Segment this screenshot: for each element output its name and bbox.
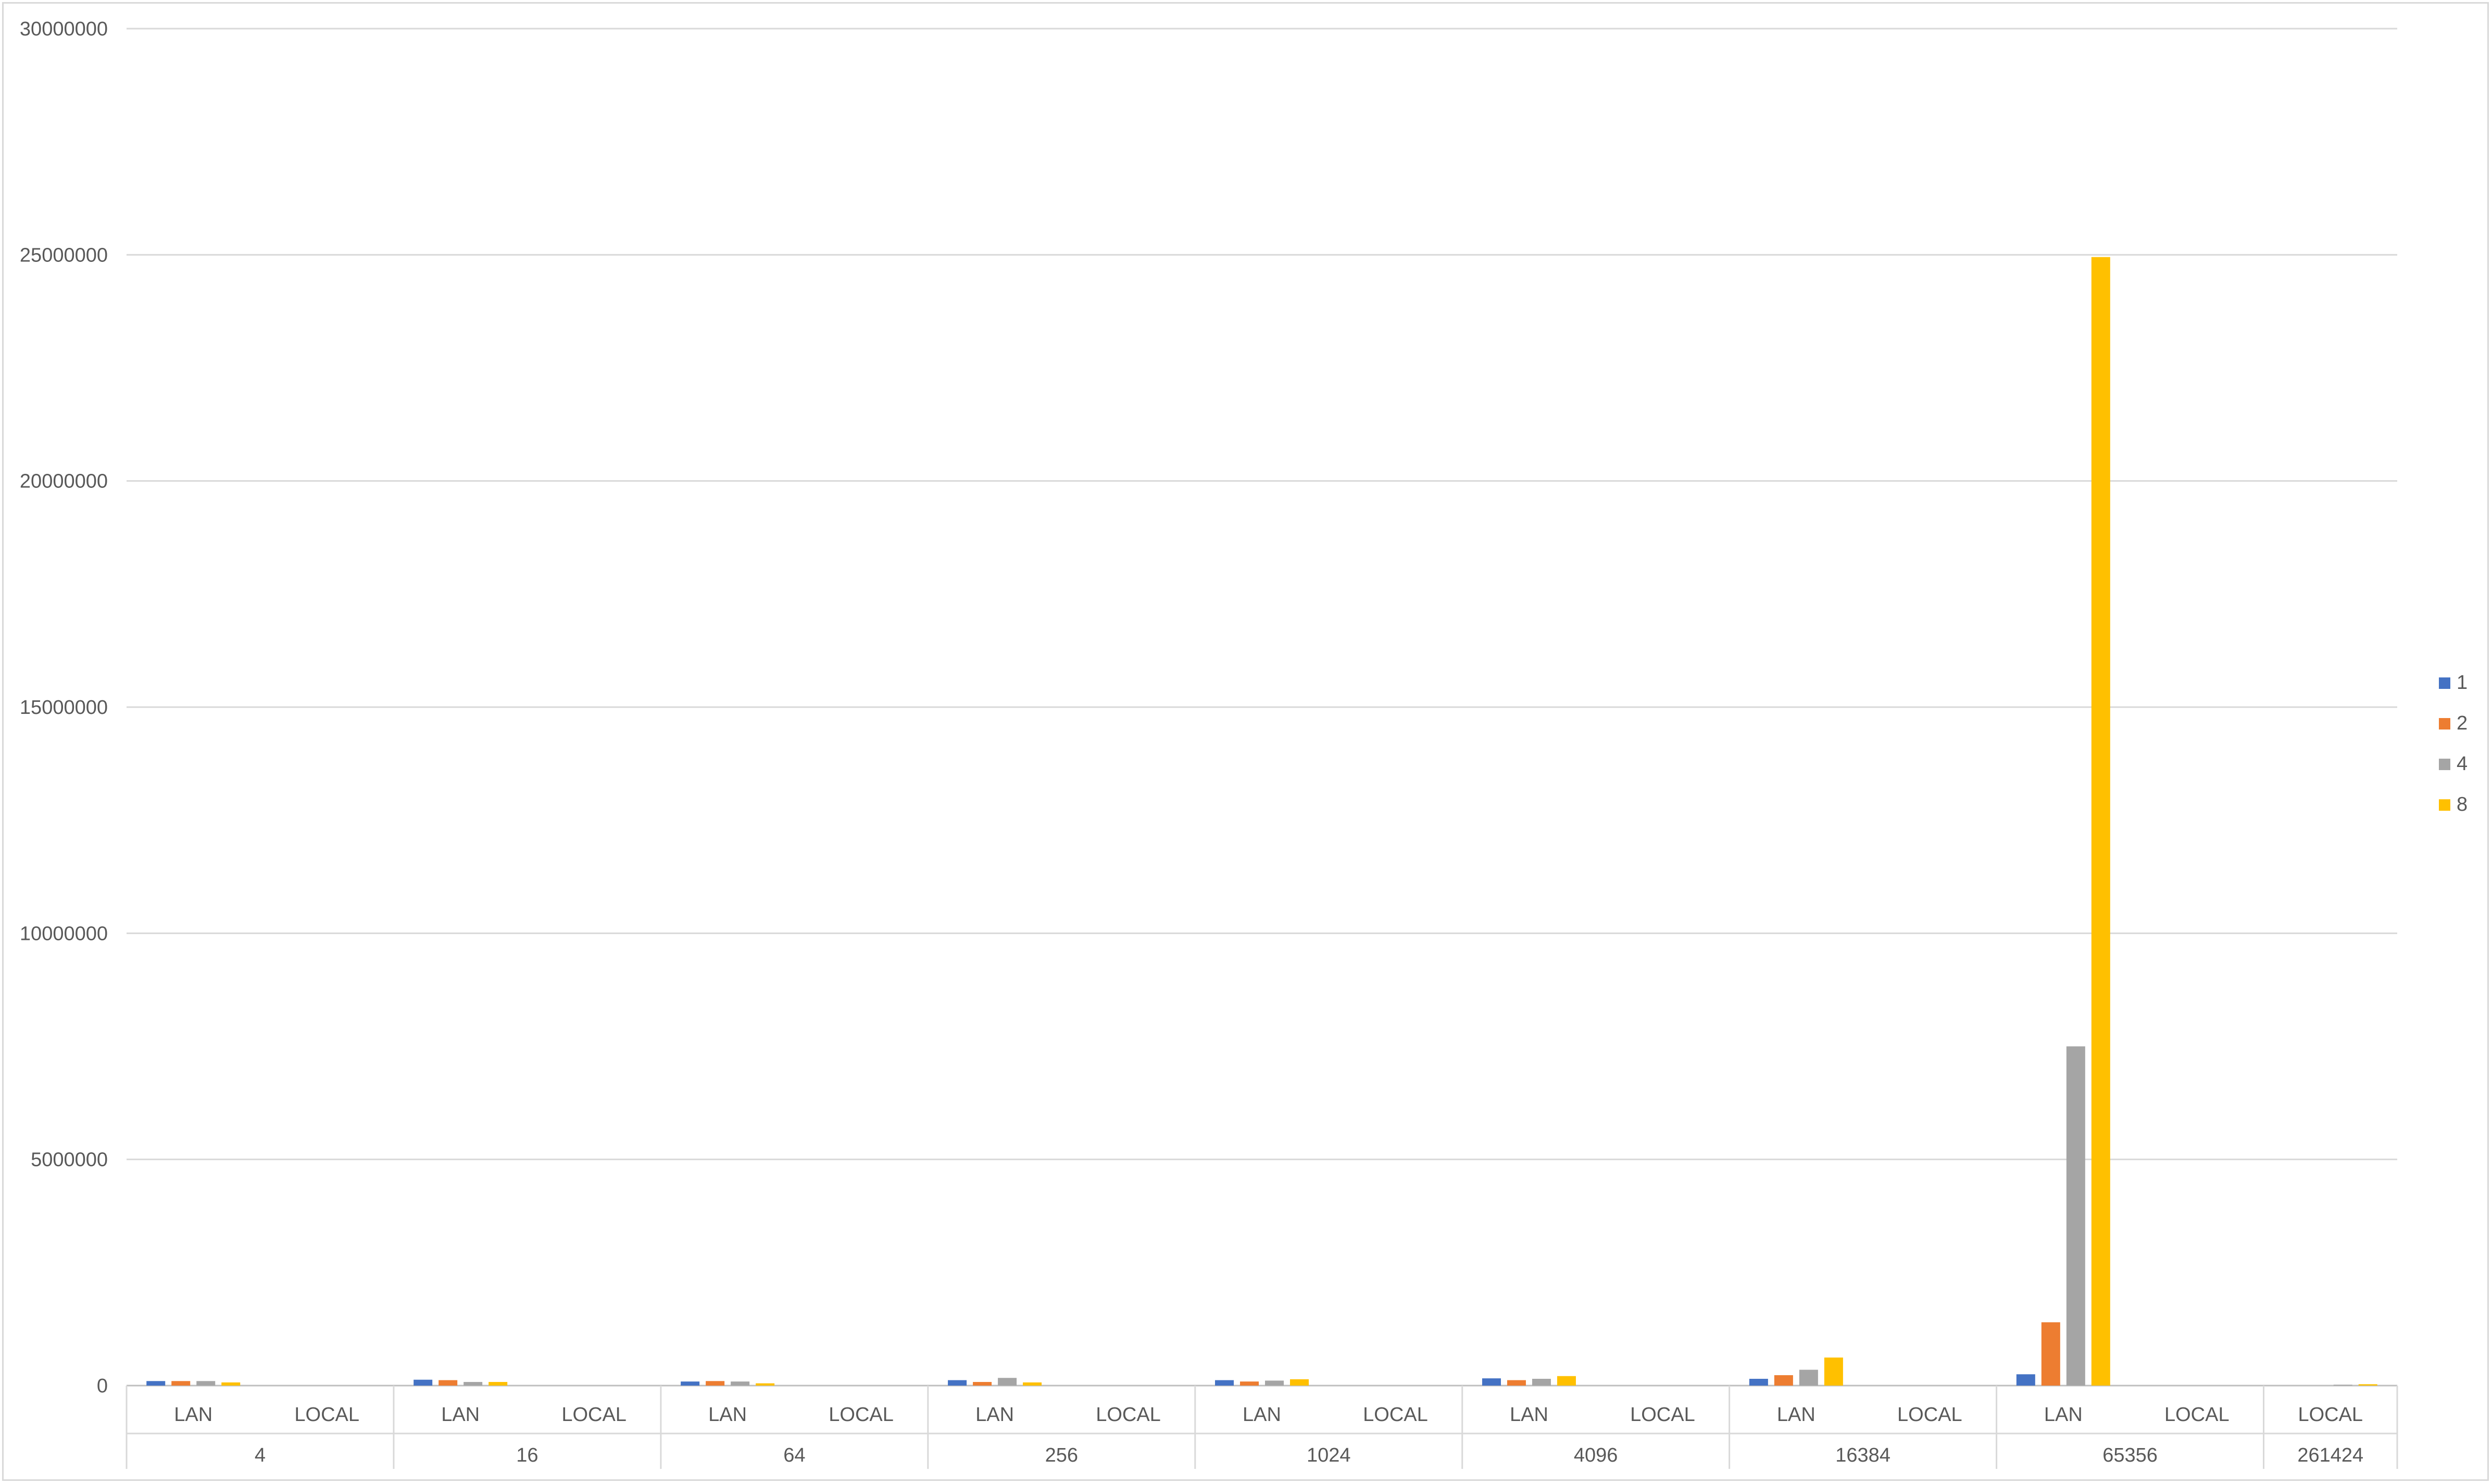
legend-swatch-8 (2439, 799, 2450, 811)
bar-series-4 (196, 1381, 216, 1386)
bar-series-2 (171, 1381, 191, 1386)
x-group-label: 261424 (2297, 1444, 2363, 1466)
bar-series-4 (1265, 1380, 1284, 1386)
bar-series-8 (2358, 1384, 2377, 1386)
gridlines (127, 28, 2397, 1387)
bar-series-2 (1507, 1380, 1526, 1386)
x-category-label: LAN (174, 1404, 212, 1426)
x-category-label: LOCAL (1630, 1404, 1695, 1426)
legend-swatch-2 (2439, 718, 2450, 730)
y-tick-label: 25000000 (20, 244, 108, 266)
bars (146, 257, 2377, 1386)
bar-series-8 (1824, 1357, 1843, 1386)
bar-series-2 (439, 1380, 458, 1386)
x-category-label: LAN (441, 1404, 480, 1426)
x-group-label: 4 (255, 1444, 266, 1466)
bar-series-2 (973, 1382, 992, 1386)
y-tick-label: 0 (97, 1375, 108, 1397)
legend-label: 8 (2457, 794, 2468, 815)
x-category-label: LOCAL (1096, 1404, 1161, 1426)
bar-series-1 (948, 1380, 967, 1386)
bar-series-1 (2016, 1374, 2035, 1386)
y-axis: 0 5000000 10000000 15000000 20000000 25000000… (20, 18, 108, 1397)
x-group-label: 1024 (1307, 1444, 1351, 1466)
x-category-label: LAN (2044, 1404, 2083, 1426)
bar-series-1 (1749, 1378, 1768, 1386)
x-group-label: 16384 (1835, 1444, 1890, 1466)
bar-series-2 (1240, 1381, 1259, 1386)
x-group-label: 64 (783, 1444, 805, 1466)
bar-series-8 (2091, 257, 2110, 1386)
bar-series-8 (1023, 1382, 1042, 1386)
bar-series-1 (146, 1381, 166, 1386)
bar-series-4 (998, 1378, 1017, 1386)
bar-series-4 (731, 1381, 750, 1386)
x-category-label: LOCAL (1897, 1404, 1962, 1426)
x-category-label: LOCAL (829, 1404, 894, 1426)
bar-series-2 (2041, 1322, 2060, 1386)
y-tick-label: 30000000 (20, 18, 108, 40)
x-category-label: LAN (1510, 1404, 1548, 1426)
y-tick-label: 5000000 (31, 1149, 108, 1171)
bar-series-8 (756, 1383, 775, 1386)
x-group-label: 16 (516, 1444, 538, 1466)
x-category-label: LAN (1777, 1404, 1815, 1426)
legend-swatch-1 (2439, 677, 2450, 689)
x-category-label: LOCAL (294, 1404, 359, 1426)
x-axis: LAN LOCAL LAN LOCAL LAN LOCAL LAN LOCAL LAN LOCAL… (126, 1386, 2398, 1469)
bar-series-4 (1799, 1369, 1818, 1386)
legend-label: 2 (2457, 712, 2468, 734)
bar-chart: 0 5000000 10000000 15000000 20000000 25000000… (20, 18, 2468, 1469)
bar-series-8 (1290, 1379, 1309, 1386)
bar-series-1 (681, 1381, 700, 1386)
bar-series-4 (464, 1382, 483, 1386)
bar-series-2 (706, 1381, 725, 1386)
y-tick-label: 10000000 (20, 923, 108, 945)
x-category-label: LOCAL (2298, 1404, 2363, 1426)
legend-label: 4 (2457, 753, 2468, 775)
y-tick-label: 20000000 (20, 471, 108, 493)
bar-series-4 (1532, 1378, 1551, 1386)
x-category-label: LAN (975, 1404, 1014, 1426)
y-tick-label: 15000000 (20, 697, 108, 719)
x-category-label: LOCAL (1363, 1404, 1428, 1426)
bar-series-8 (489, 1382, 508, 1386)
x-category-label: LAN (708, 1404, 747, 1426)
legend-swatch-4 (2439, 759, 2450, 770)
x-category-label: LOCAL (561, 1404, 627, 1426)
bar-series-8 (1557, 1376, 1576, 1386)
x-category-label: LOCAL (2164, 1404, 2230, 1426)
x-group-label: 256 (1045, 1444, 1078, 1466)
bar-series-1 (414, 1379, 433, 1386)
x-group-label: 4096 (1574, 1444, 1618, 1466)
bar-series-2 (1774, 1375, 1793, 1386)
bar-series-8 (221, 1382, 241, 1386)
x-category-label: LAN (1243, 1404, 1281, 1426)
x-group-label: 65356 (2102, 1444, 2158, 1466)
bar-series-4 (2066, 1046, 2085, 1386)
bar-series-4 (2333, 1385, 2352, 1386)
bar-series-1 (1215, 1380, 1234, 1386)
bar-series-1 (1482, 1378, 1501, 1386)
legend: 1 2 4 8 (2439, 672, 2468, 815)
legend-label: 1 (2457, 672, 2468, 694)
